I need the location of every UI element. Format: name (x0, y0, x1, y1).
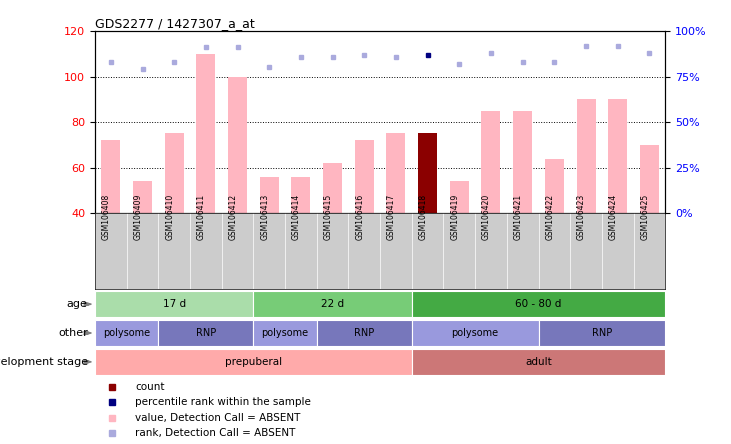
Text: age: age (67, 299, 88, 309)
Text: other: other (58, 328, 88, 338)
Text: 22 d: 22 d (321, 299, 344, 309)
Text: GSM106411: GSM106411 (197, 194, 206, 240)
Text: GSM106425: GSM106425 (640, 194, 649, 240)
Text: value, Detection Call = ABSENT: value, Detection Call = ABSENT (135, 413, 300, 423)
Bar (228, 77, 247, 213)
Bar (95, 291, 254, 317)
Text: RNP: RNP (591, 328, 612, 338)
Bar (387, 134, 406, 213)
Bar (133, 181, 152, 213)
Text: GSM106421: GSM106421 (514, 194, 523, 240)
Text: GSM106415: GSM106415 (324, 194, 333, 240)
Bar (95, 349, 412, 375)
Bar (640, 145, 659, 213)
Text: 60 - 80 d: 60 - 80 d (515, 299, 561, 309)
Bar (412, 291, 665, 317)
Bar (323, 163, 342, 213)
Text: GSM106422: GSM106422 (545, 194, 554, 240)
Bar (412, 320, 539, 346)
Bar (254, 291, 412, 317)
Text: percentile rank within the sample: percentile rank within the sample (135, 397, 311, 407)
Text: polysome: polysome (452, 328, 499, 338)
Text: GSM106410: GSM106410 (165, 194, 174, 240)
Text: development stage: development stage (0, 357, 88, 367)
Bar (577, 99, 596, 213)
Text: GSM106412: GSM106412 (229, 194, 238, 240)
Text: GSM106423: GSM106423 (577, 194, 586, 240)
Text: RNP: RNP (196, 328, 216, 338)
Bar (355, 140, 374, 213)
Text: prepuberal: prepuberal (225, 357, 282, 367)
Bar (159, 320, 254, 346)
Bar (545, 159, 564, 213)
Bar (102, 140, 121, 213)
Bar (254, 320, 317, 346)
Bar (317, 320, 412, 346)
Bar (95, 320, 159, 346)
Text: GSM106418: GSM106418 (419, 194, 428, 240)
Bar (418, 134, 437, 213)
Bar (164, 134, 183, 213)
Text: GSM106413: GSM106413 (260, 194, 269, 240)
Text: rank, Detection Call = ABSENT: rank, Detection Call = ABSENT (135, 428, 295, 438)
Text: GSM106409: GSM106409 (134, 194, 143, 240)
Text: GSM106414: GSM106414 (292, 194, 301, 240)
Text: GSM106416: GSM106416 (355, 194, 364, 240)
Text: polysome: polysome (262, 328, 308, 338)
Text: GSM106419: GSM106419 (450, 194, 459, 240)
Text: GSM106424: GSM106424 (609, 194, 618, 240)
Bar (539, 320, 665, 346)
Bar (450, 181, 469, 213)
Text: GSM106408: GSM106408 (102, 194, 111, 240)
Bar (482, 111, 501, 213)
Bar (513, 111, 532, 213)
Text: GDS2277 / 1427307_a_at: GDS2277 / 1427307_a_at (95, 17, 255, 30)
Text: GSM106420: GSM106420 (482, 194, 491, 240)
Bar (260, 177, 279, 213)
Text: RNP: RNP (354, 328, 374, 338)
Bar (412, 349, 665, 375)
Text: GSM106417: GSM106417 (387, 194, 396, 240)
Text: adult: adult (525, 357, 552, 367)
Text: 17 d: 17 d (163, 299, 186, 309)
Bar (292, 177, 311, 213)
Bar (608, 99, 627, 213)
Text: count: count (135, 382, 164, 392)
Bar (197, 54, 216, 213)
Text: polysome: polysome (103, 328, 151, 338)
